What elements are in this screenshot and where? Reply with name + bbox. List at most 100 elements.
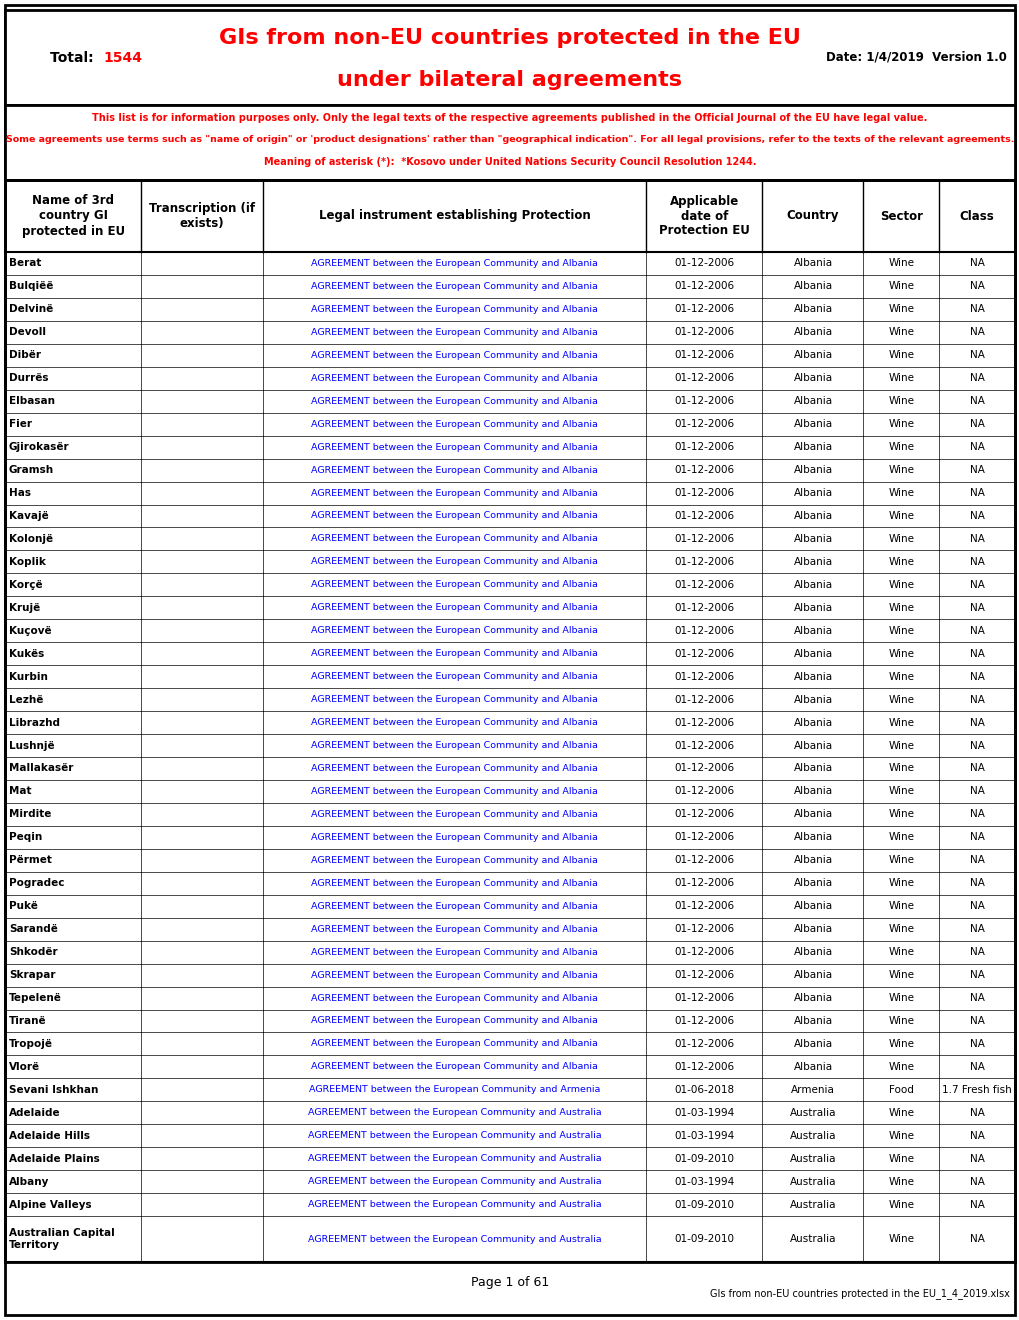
Text: Albania: Albania <box>793 902 832 911</box>
Text: AGREEMENT between the European Community and Albania: AGREEMENT between the European Community… <box>311 833 597 842</box>
Text: Tiranë: Tiranë <box>9 1016 47 1026</box>
Text: 01-12-2006: 01-12-2006 <box>674 672 734 681</box>
Text: Lezhë: Lezhë <box>9 694 44 705</box>
Text: Wine: Wine <box>888 648 913 659</box>
Text: Country: Country <box>786 210 839 223</box>
Text: AGREEMENT between the European Community and Albania: AGREEMENT between the European Community… <box>311 535 597 544</box>
Text: Përmet: Përmet <box>9 855 52 866</box>
Text: AGREEMENT between the European Community and Albania: AGREEMENT between the European Community… <box>311 466 597 475</box>
Text: NA: NA <box>969 420 983 429</box>
Text: NA: NA <box>969 902 983 911</box>
Text: Adelaide Plains: Adelaide Plains <box>9 1154 100 1164</box>
Text: Albania: Albania <box>793 970 832 979</box>
Text: 1544: 1544 <box>103 50 142 65</box>
Text: Wine: Wine <box>888 374 913 383</box>
Text: Albania: Albania <box>793 648 832 659</box>
Text: AGREEMENT between the European Community and Australia: AGREEMENT between the European Community… <box>308 1154 600 1163</box>
Text: Wine: Wine <box>888 1200 913 1209</box>
Text: Albania: Albania <box>793 327 832 338</box>
Text: Albania: Albania <box>793 924 832 935</box>
Text: Wine: Wine <box>888 626 913 636</box>
Text: NA: NA <box>969 833 983 842</box>
Text: NA: NA <box>969 1016 983 1026</box>
Text: 01-12-2006: 01-12-2006 <box>674 1061 734 1072</box>
Text: Albania: Albania <box>793 420 832 429</box>
Text: AGREEMENT between the European Community and Albania: AGREEMENT between the European Community… <box>311 764 597 774</box>
Text: NA: NA <box>969 374 983 383</box>
Text: 01-12-2006: 01-12-2006 <box>674 833 734 842</box>
Text: AGREEMENT between the European Community and Albania: AGREEMENT between the European Community… <box>311 948 597 957</box>
Text: AGREEMENT between the European Community and Albania: AGREEMENT between the European Community… <box>311 259 597 268</box>
Text: Tropojë: Tropojë <box>9 1039 53 1049</box>
Text: AGREEMENT between the European Community and Albania: AGREEMENT between the European Community… <box>311 626 597 635</box>
Text: Australia: Australia <box>789 1200 836 1209</box>
Bar <box>5 11 1014 106</box>
Text: Sector: Sector <box>879 210 922 223</box>
Text: NA: NA <box>969 741 983 751</box>
Text: NA: NA <box>969 878 983 888</box>
Text: Australia: Australia <box>789 1234 836 1243</box>
Text: Wine: Wine <box>888 1061 913 1072</box>
Text: Albania: Albania <box>793 787 832 796</box>
Text: Albania: Albania <box>793 488 832 498</box>
Text: 01-09-2010: 01-09-2010 <box>674 1200 734 1209</box>
Text: Albania: Albania <box>793 1039 832 1049</box>
Text: Wine: Wine <box>888 1107 913 1118</box>
Text: AGREEMENT between the European Community and Albania: AGREEMENT between the European Community… <box>311 1016 597 1026</box>
Text: Alpine Valleys: Alpine Valleys <box>9 1200 92 1209</box>
Text: Wine: Wine <box>888 420 913 429</box>
Text: Gramsh: Gramsh <box>9 465 54 475</box>
Text: 01-12-2006: 01-12-2006 <box>674 694 734 705</box>
Text: NA: NA <box>969 1131 983 1140</box>
Text: 01-12-2006: 01-12-2006 <box>674 948 734 957</box>
Text: 01-12-2006: 01-12-2006 <box>674 763 734 774</box>
Text: Kurbin: Kurbin <box>9 672 48 681</box>
Text: 01-12-2006: 01-12-2006 <box>674 924 734 935</box>
Text: Albania: Albania <box>793 741 832 751</box>
Text: 01-12-2006: 01-12-2006 <box>674 465 734 475</box>
Text: Australian Capital
Territory: Australian Capital Territory <box>9 1228 115 1250</box>
Text: Wine: Wine <box>888 305 913 314</box>
Text: NA: NA <box>969 1061 983 1072</box>
Text: NA: NA <box>969 1107 983 1118</box>
Text: Albania: Albania <box>793 557 832 566</box>
Text: Librazhd: Librazhd <box>9 718 60 727</box>
Text: NA: NA <box>969 672 983 681</box>
Text: Wine: Wine <box>888 993 913 1003</box>
Text: Albania: Albania <box>793 305 832 314</box>
Text: AGREEMENT between the European Community and Australia: AGREEMENT between the European Community… <box>308 1234 600 1243</box>
Text: AGREEMENT between the European Community and Albania: AGREEMENT between the European Community… <box>311 718 597 727</box>
Text: Wine: Wine <box>888 533 913 544</box>
Text: Pukë: Pukë <box>9 902 38 911</box>
Text: Name of 3rd
country GI
protected in EU: Name of 3rd country GI protected in EU <box>21 194 124 238</box>
Text: Albania: Albania <box>793 259 832 268</box>
Text: Meaning of asterisk (*):  *Kosovo under United Nations Security Council Resoluti: Meaning of asterisk (*): *Kosovo under U… <box>264 157 755 168</box>
Text: 01-12-2006: 01-12-2006 <box>674 855 734 866</box>
Text: 01-12-2006: 01-12-2006 <box>674 374 734 383</box>
Text: Wine: Wine <box>888 259 913 268</box>
Text: NA: NA <box>969 1200 983 1209</box>
Text: Class: Class <box>959 210 994 223</box>
Text: Gjirokasër: Gjirokasër <box>9 442 69 453</box>
Text: Delvinë: Delvinë <box>9 305 53 314</box>
Text: Australia: Australia <box>789 1107 836 1118</box>
Text: 01-03-1994: 01-03-1994 <box>674 1131 734 1140</box>
Text: AGREEMENT between the European Community and Australia: AGREEMENT between the European Community… <box>308 1200 600 1209</box>
Text: NA: NA <box>969 809 983 820</box>
Bar <box>5 106 1014 180</box>
Text: AGREEMENT between the European Community and Albania: AGREEMENT between the European Community… <box>311 511 597 520</box>
Text: 01-12-2006: 01-12-2006 <box>674 648 734 659</box>
Text: Wine: Wine <box>888 970 913 979</box>
Text: Wine: Wine <box>888 488 913 498</box>
Text: NA: NA <box>969 948 983 957</box>
Text: 01-12-2006: 01-12-2006 <box>674 557 734 566</box>
Text: Albania: Albania <box>793 579 832 590</box>
Text: Peqin: Peqin <box>9 833 42 842</box>
Text: Albania: Albania <box>793 809 832 820</box>
Text: Mat: Mat <box>9 787 32 796</box>
Text: AGREEMENT between the European Community and Albania: AGREEMENT between the European Community… <box>311 810 597 818</box>
Text: NA: NA <box>969 465 983 475</box>
Text: GIs from non-EU countries protected in the EU_1_4_2019.xlsx: GIs from non-EU countries protected in t… <box>709 1288 1009 1299</box>
Text: Albania: Albania <box>793 626 832 636</box>
Text: NA: NA <box>969 557 983 566</box>
